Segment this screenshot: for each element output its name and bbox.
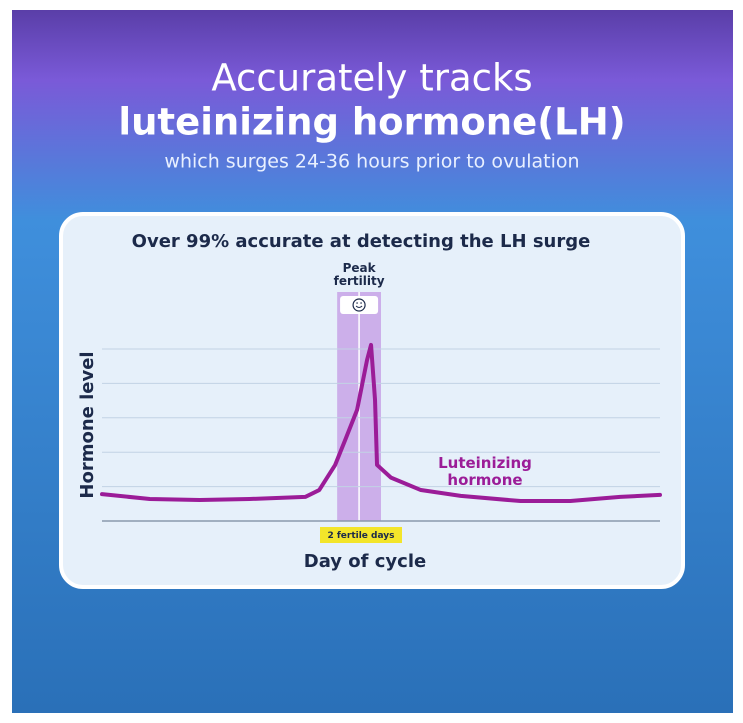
chart-title: Over 99% accurate at detecting the LH su… <box>132 231 591 252</box>
line <box>100 342 662 504</box>
icon-box <box>340 296 379 314</box>
smiley-eye <box>356 302 358 304</box>
title-line: Accurately tracks <box>211 57 532 100</box>
smiley-eye <box>360 302 362 304</box>
smiley <box>352 298 366 312</box>
band-label: 2 fertile days <box>327 531 394 541</box>
y-axis-label: Hormone level <box>77 351 98 498</box>
peak-label: Peak fertility <box>333 261 385 288</box>
smiley-mouth <box>355 305 363 308</box>
band-label-box <box>320 527 402 543</box>
title-line: luteinizing hormone(LH) <box>118 101 625 144</box>
plot: 2 fertile days <box>100 292 662 543</box>
series-label: Luteinizing hormone <box>438 454 532 489</box>
subtitle: which surges 24-36 hours prior to ovulat… <box>164 151 579 173</box>
x-axis-label: Day of cycle <box>304 551 426 572</box>
